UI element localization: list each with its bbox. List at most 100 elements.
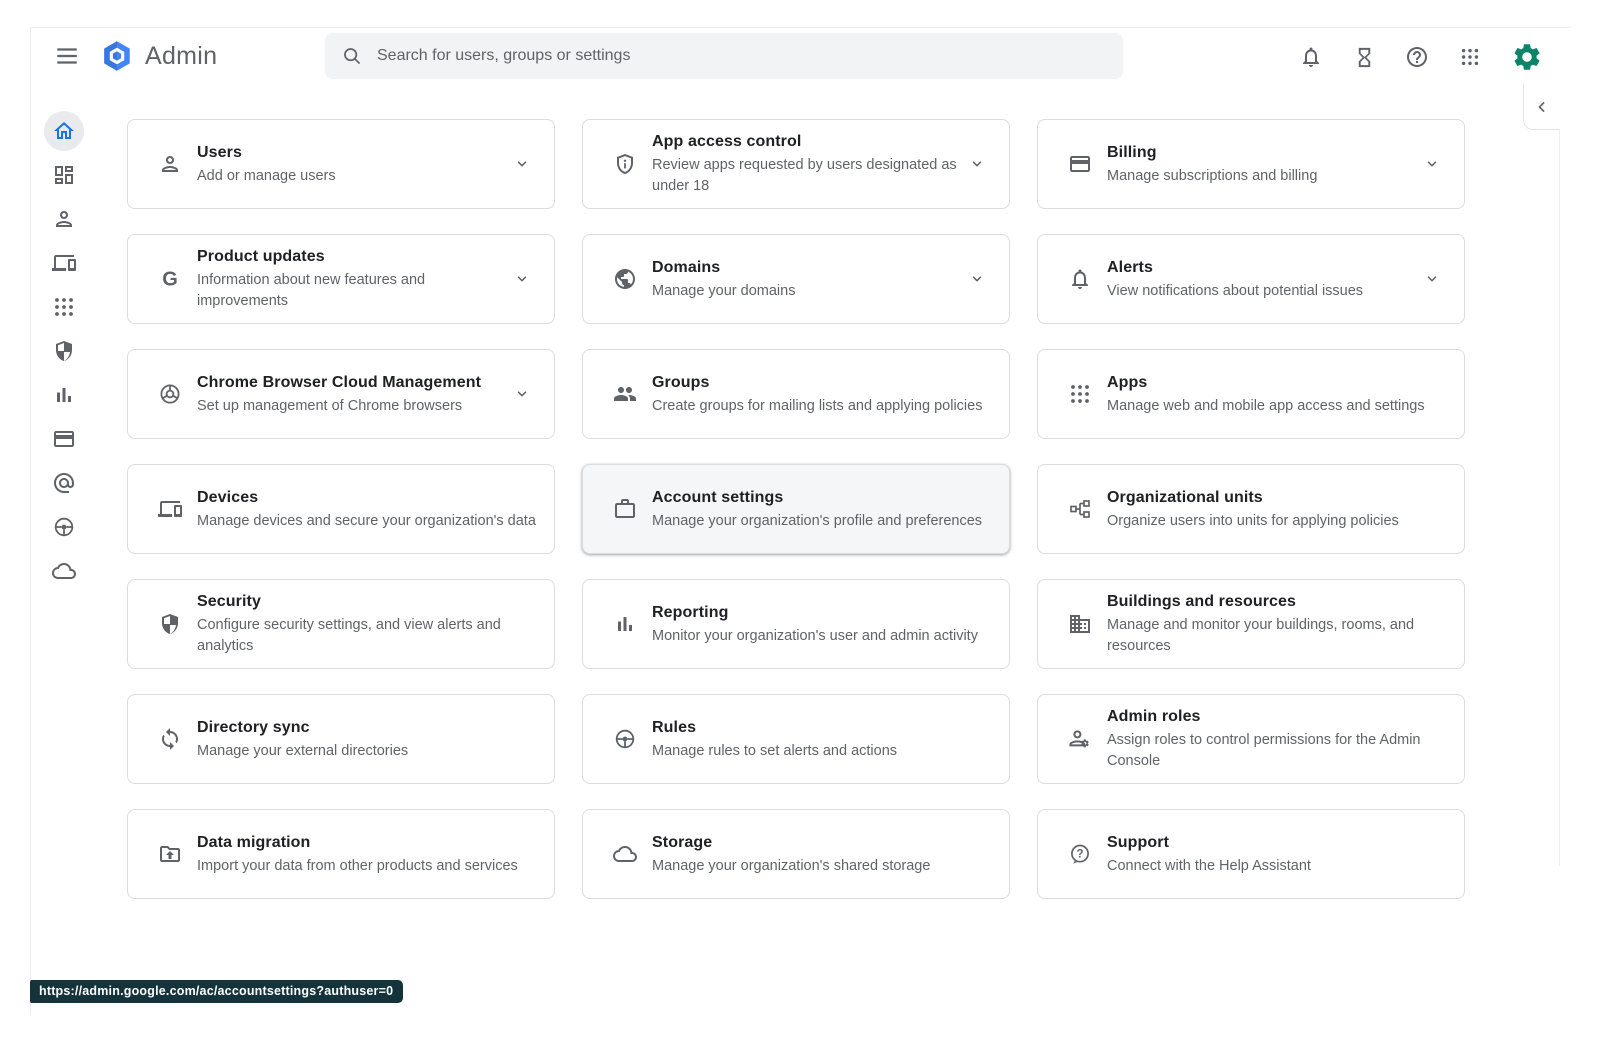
- chevron-down-icon[interactable]: [967, 269, 987, 289]
- globe-icon: [613, 267, 637, 291]
- card-title: Groups: [652, 373, 710, 391]
- card-storage[interactable]: Storage Manage your organization's shared…: [582, 809, 1010, 899]
- sidebar-item-account[interactable]: [44, 463, 84, 503]
- card-domains[interactable]: Domains Manage your domains: [582, 234, 1010, 324]
- card-account-settings[interactable]: Account settings Manage your organization…: [582, 464, 1010, 554]
- card-text: App access control Review apps requested …: [652, 131, 957, 197]
- card-description: Assign roles to control permissions for …: [1107, 732, 1421, 769]
- brand-title: Admin: [145, 41, 218, 70]
- credit-card-icon: [1068, 152, 1092, 176]
- card-title: Domains: [652, 258, 721, 276]
- card-chrome-browser-cloud-management[interactable]: Chrome Browser Cloud Management Set up ma…: [127, 349, 555, 439]
- sidebar-item-security[interactable]: [44, 331, 84, 371]
- steering-wheel-icon: [52, 515, 76, 539]
- card-description: Import your data from other products and…: [197, 857, 518, 874]
- notifications-button[interactable]: [1299, 45, 1323, 69]
- card-buildings-and-resources[interactable]: Buildings and resources Manage and monito…: [1037, 579, 1465, 669]
- card-billing[interactable]: Billing Manage subscriptions and billing: [1037, 119, 1465, 209]
- card-title: Directory sync: [197, 718, 310, 736]
- admin-logo-icon: [100, 39, 134, 73]
- card-text: Chrome Browser Cloud Management Set up ma…: [197, 372, 502, 417]
- search-bar[interactable]: [325, 33, 1123, 79]
- card-description: Review apps requested by users designate…: [652, 157, 957, 194]
- shield-info-icon: [613, 152, 637, 176]
- person-gear-icon: [1068, 727, 1092, 751]
- card-description: Manage your organization's shared storag…: [652, 857, 931, 874]
- sync-icon: [158, 727, 182, 751]
- chevron-down-icon[interactable]: [1422, 269, 1442, 289]
- card-description: Create groups for mailing lists and appl…: [652, 397, 983, 414]
- card-description: Manage rules to set alerts and actions: [652, 742, 898, 759]
- card-title: Billing: [1107, 143, 1157, 161]
- groups-icon: [613, 382, 637, 406]
- side-panel-tab: [1523, 84, 1560, 130]
- card-apps[interactable]: Apps Manage web and mobile app access and…: [1037, 349, 1465, 439]
- sidebar-item-apps[interactable]: [44, 287, 84, 327]
- card-description: Monitor your organization's user and adm…: [652, 627, 978, 644]
- card-title: Apps: [1107, 373, 1148, 391]
- card-title: Organizational units: [1107, 488, 1263, 506]
- chevron-down-icon[interactable]: [512, 154, 532, 174]
- card-security[interactable]: Security Configure security settings, and…: [127, 579, 555, 669]
- google-apps-button[interactable]: [1458, 45, 1482, 69]
- sidebar-item-directory[interactable]: [44, 199, 84, 239]
- devices-icon: [52, 251, 76, 275]
- card-title: Storage: [652, 833, 713, 851]
- card-admin-roles[interactable]: Admin roles Assign roles to control permi…: [1037, 694, 1465, 784]
- card-rules[interactable]: Rules Manage rules to set alerts and acti…: [582, 694, 1010, 784]
- sidebar-item-reporting[interactable]: [44, 375, 84, 415]
- home-icon: [52, 119, 76, 143]
- sidebar-item-rules[interactable]: [44, 507, 84, 547]
- person-icon: [158, 152, 182, 176]
- card-text: Storage Manage your organization's shared…: [652, 832, 991, 877]
- folder-upload-icon: [158, 842, 182, 866]
- card-description: Organize users into units for applying p…: [1107, 512, 1399, 529]
- credit-card-icon: [52, 427, 76, 451]
- chevron-down-icon[interactable]: [512, 269, 532, 289]
- card-text: Domains Manage your domains: [652, 257, 957, 302]
- status-url-tooltip: https://admin.google.com/ac/accountsetti…: [30, 980, 404, 1003]
- card-reporting[interactable]: Reporting Monitor your organization's use…: [582, 579, 1010, 669]
- chevron-down-icon[interactable]: [1422, 154, 1442, 174]
- sidebar-item-billing[interactable]: [44, 419, 84, 459]
- card-organizational-units[interactable]: Organizational units Organize users into …: [1037, 464, 1465, 554]
- collapse-side-panel-button[interactable]: [1532, 97, 1552, 117]
- main-menu-button[interactable]: [54, 43, 80, 69]
- card-directory-sync[interactable]: Directory sync Manage your external direc…: [127, 694, 555, 784]
- card-devices[interactable]: Devices Manage devices and secure your or…: [127, 464, 555, 554]
- bell-icon: [1068, 267, 1092, 291]
- building-icon: [1068, 612, 1092, 636]
- card-text: Devices Manage devices and secure your or…: [197, 487, 536, 532]
- sidebar-item-storage[interactable]: [44, 551, 84, 591]
- card-title: Chrome Browser Cloud Management: [197, 373, 482, 391]
- account-avatar[interactable]: [1511, 41, 1543, 73]
- card-product-updates[interactable]: G Product updates Information about new fe…: [127, 234, 555, 324]
- sidebar: [44, 111, 84, 591]
- card-text: Support Connect with the Help Assistant: [1107, 832, 1446, 877]
- header-actions: [1299, 28, 1543, 86]
- search-input[interactable]: [375, 46, 1107, 66]
- card-text: Account settings Manage your organization…: [652, 487, 991, 532]
- tasks-button[interactable]: [1352, 45, 1376, 69]
- card-app-access-control[interactable]: App access control Review apps requested …: [582, 119, 1010, 209]
- card-description: Connect with the Help Assistant: [1107, 857, 1311, 874]
- card-users[interactable]: Users Add or manage users: [127, 119, 555, 209]
- top-bar: Admin: [30, 28, 1570, 86]
- sidebar-item-dashboard[interactable]: [44, 155, 84, 195]
- chevron-left-icon: [1532, 97, 1552, 117]
- card-data-migration[interactable]: Data migration Import your data from othe…: [127, 809, 555, 899]
- sidebar-item-home[interactable]: [44, 111, 84, 151]
- help-button[interactable]: [1405, 45, 1429, 69]
- shield-half-icon: [158, 612, 182, 636]
- card-alerts[interactable]: Alerts View notifications about potential…: [1037, 234, 1465, 324]
- admin-gear-icon: [1511, 41, 1543, 73]
- card-support[interactable]: ? Support Connect with the Help Assistant: [1037, 809, 1465, 899]
- sidebar-item-devices[interactable]: [44, 243, 84, 283]
- card-text: Buildings and resources Manage and monito…: [1107, 591, 1446, 657]
- chevron-down-icon[interactable]: [967, 154, 987, 174]
- chevron-down-icon[interactable]: [512, 384, 532, 404]
- card-text: Alerts View notifications about potential…: [1107, 257, 1412, 302]
- card-title: Product updates: [197, 248, 325, 265]
- card-text: Product updates Information about new fea…: [197, 246, 502, 312]
- card-groups[interactable]: Groups Create groups for mailing lists an…: [582, 349, 1010, 439]
